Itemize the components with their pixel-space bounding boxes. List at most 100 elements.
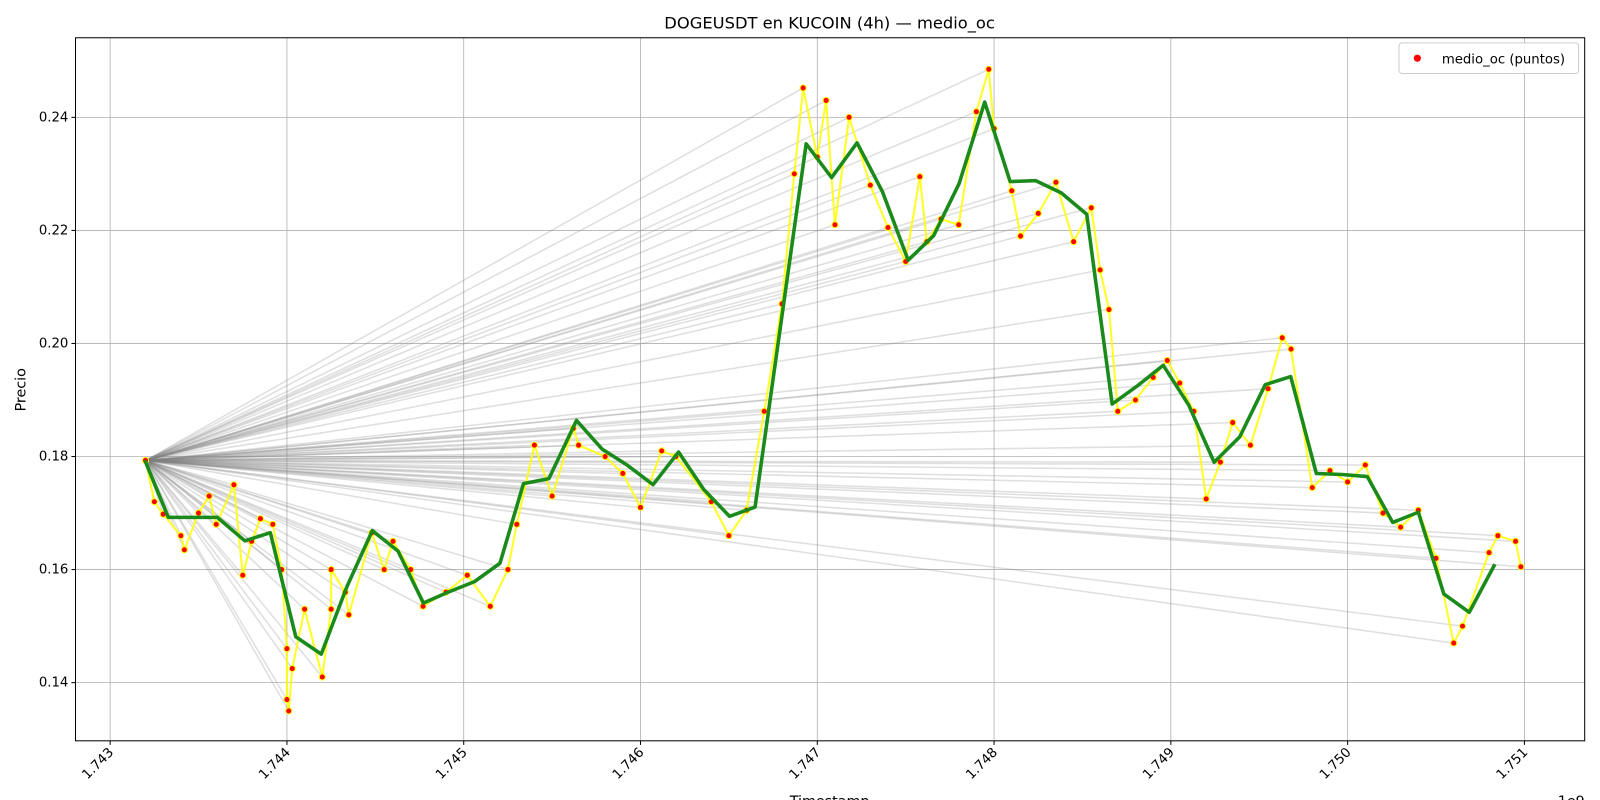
fan-line (145, 116, 850, 462)
fan-line (145, 387, 1269, 462)
point (1096, 266, 1104, 274)
fan-line (145, 175, 921, 462)
point (619, 469, 627, 478)
point (212, 520, 220, 528)
fan-line (145, 459, 553, 497)
legend-marker (1413, 54, 1421, 62)
fan-line (145, 459, 394, 543)
point (1344, 478, 1352, 486)
point (658, 447, 666, 455)
point (1052, 178, 1060, 186)
fan-line (145, 444, 579, 462)
point (575, 441, 583, 449)
point (866, 181, 874, 189)
point (955, 221, 963, 229)
fan-line (145, 459, 1516, 543)
fan-line (145, 459, 517, 526)
point (1458, 622, 1467, 630)
point (985, 65, 993, 73)
point (1017, 232, 1025, 240)
point (1131, 396, 1140, 404)
fan-line (145, 308, 1110, 462)
fan-line (145, 459, 424, 608)
fan-line (145, 359, 1168, 462)
point (301, 605, 309, 613)
point (1008, 187, 1016, 195)
fan-line (145, 450, 662, 462)
fan-line (145, 459, 1384, 514)
fan-line (145, 410, 1194, 462)
fan-line (144, 460, 293, 669)
point (327, 605, 335, 613)
fan-line (145, 235, 1021, 462)
fan-line (145, 99, 827, 462)
fan-line (145, 224, 836, 462)
fan-line (145, 459, 373, 534)
y-tick-label: 0.18 (39, 450, 69, 465)
fan-line (145, 382, 1180, 462)
fan-line (145, 459, 1401, 528)
y-axis-label: Precio (14, 368, 30, 411)
point (1034, 209, 1042, 218)
y-tick-label: 0.20 (39, 337, 69, 352)
y-tick-label: 0.24 (39, 110, 69, 125)
point (530, 441, 539, 449)
fan-line (145, 459, 1348, 483)
trend-line (143, 100, 1497, 656)
fan-line (145, 410, 1118, 462)
point (1246, 441, 1254, 449)
fan-line (145, 459, 747, 511)
fan-line (145, 181, 1057, 462)
fan-line (145, 459, 447, 593)
fan-line (145, 240, 1074, 462)
fan-line (145, 459, 509, 571)
point (1287, 345, 1295, 353)
x-offset-label: 1e9 (1558, 794, 1585, 800)
point (177, 532, 185, 540)
fan-line (145, 444, 535, 462)
fan-line (145, 421, 1233, 462)
fan-line (145, 459, 491, 608)
point (916, 173, 924, 181)
fan-line (145, 212, 1039, 462)
point (725, 532, 733, 540)
point (345, 611, 353, 619)
fan-line (144, 460, 288, 700)
fan-line (145, 459, 385, 571)
fan-line (145, 127, 995, 462)
point (150, 498, 158, 506)
fan-line (145, 459, 1490, 554)
point (327, 566, 335, 574)
fan-line (145, 190, 1012, 462)
fan-line (144, 460, 290, 712)
point (283, 696, 291, 704)
fan-line (145, 240, 928, 462)
y-tick-label: 0.16 (39, 563, 69, 578)
fan-line (145, 173, 795, 462)
fan-line (145, 87, 804, 462)
point (194, 509, 203, 517)
fan-line (145, 444, 1251, 462)
point (601, 452, 609, 461)
legend-label: medio_oc (puntos) (1442, 52, 1565, 67)
fan-line (145, 459, 729, 537)
fan-line (145, 459, 712, 503)
x-axis-label: Timestamp (789, 794, 870, 800)
point (799, 84, 807, 92)
point (1105, 305, 1113, 314)
point (1202, 495, 1210, 503)
point (1114, 407, 1122, 415)
fan-line (144, 459, 200, 514)
fan-line (145, 459, 210, 497)
point (790, 170, 798, 178)
point (822, 96, 830, 104)
fan-line (145, 459, 261, 520)
point (1494, 532, 1502, 540)
point (1278, 334, 1286, 342)
fan-line (144, 459, 306, 610)
fan-line (145, 459, 1463, 627)
point (1397, 523, 1405, 531)
point (285, 707, 293, 715)
